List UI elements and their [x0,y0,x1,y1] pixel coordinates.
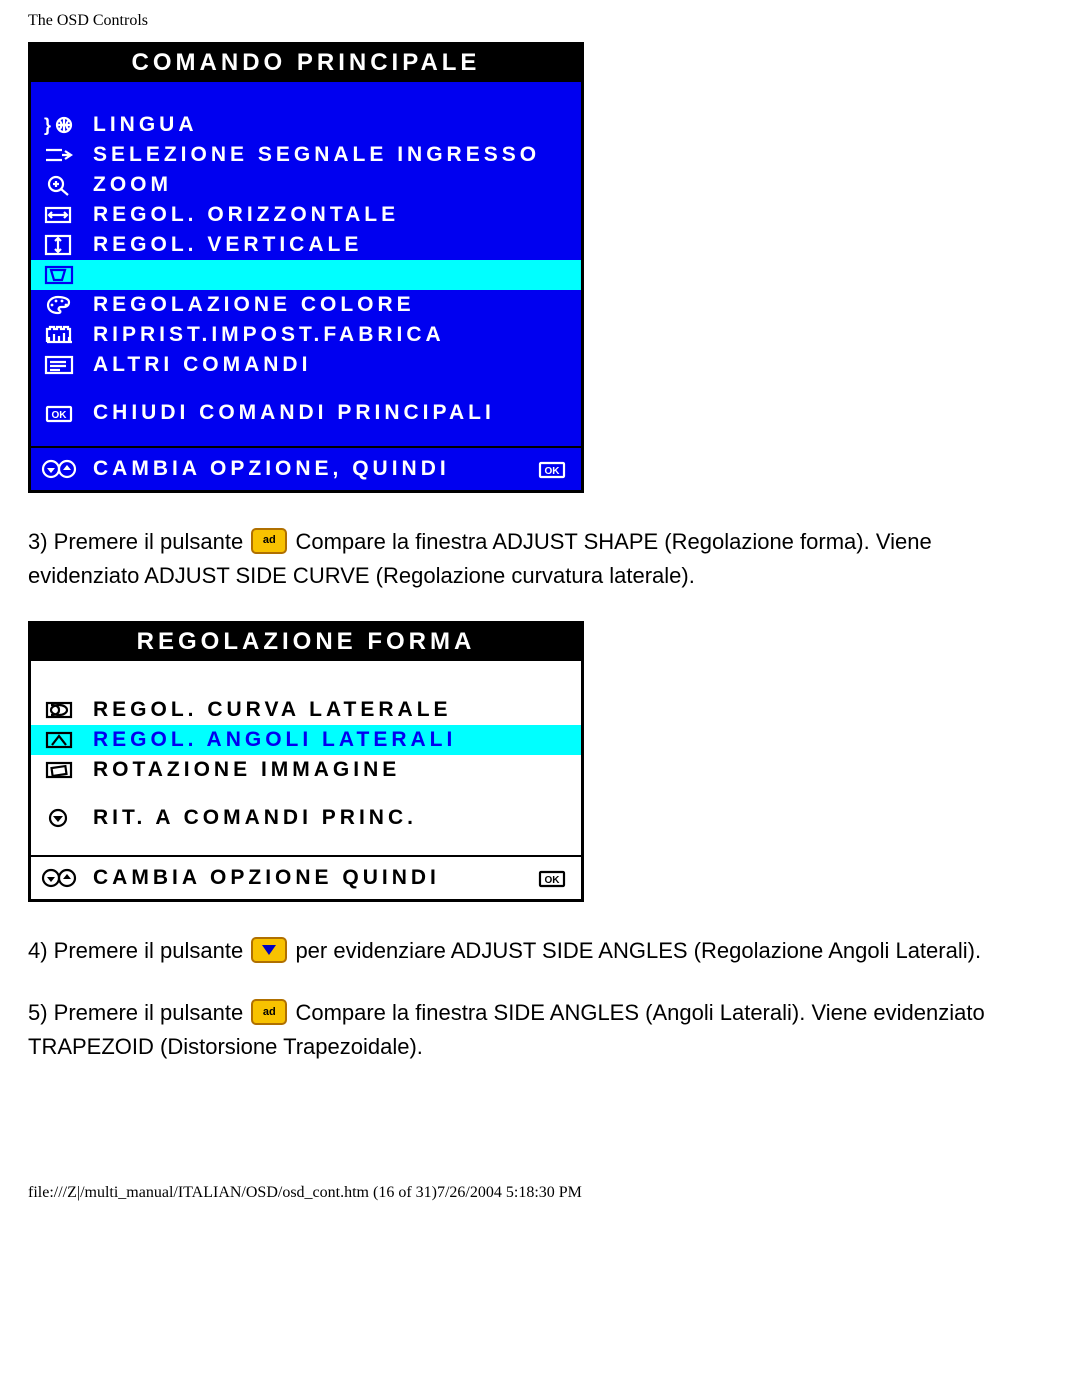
down-circle-icon [41,807,77,829]
menu-item[interactable]: } LINGUA [31,110,581,140]
menu-item-label: RIT. A COMANDI PRINC. [77,806,417,830]
factory-reset-icon [41,324,77,346]
menu-item-label: SELEZIONE SEGNALE INGRESSO [77,143,540,167]
para4-rest: per evidenziare ADJUST SIDE ANGLES (Rego… [289,938,981,963]
footer-label: CAMBIA OPZIONE QUINDI [77,866,523,890]
menu-item-label: RIPRIST.IMPOST.FABRICA [77,323,445,347]
menu-item-label: ZOOM [77,173,172,197]
para4-prefix: 4) Premere il pulsante [28,938,249,963]
page-header-title: The OSD Controls [28,12,148,29]
menu-item[interactable]: RIT. A COMANDI PRINC. [31,803,581,833]
extra-controls-icon [41,354,77,376]
menu-item[interactable]: ZOOM [31,170,581,200]
menu-item[interactable]: REGOLAZIONE FORMA [31,260,581,290]
menu-item-label: REGOL. ORIZZONTALE [77,203,399,227]
updown-icon [41,458,77,480]
paragraph-5: 5) Premere il pulsante ad Compare la fin… [28,996,1038,1064]
color-adjust-icon [41,294,77,316]
menu-item[interactable]: REGOL. ANGOLI LATERALI [31,725,581,755]
page-footer: file:///Z|/multi_manual/ITALIAN/OSD/osd_… [0,1184,1080,1218]
rotate-image-icon [41,759,77,781]
menu-item-label: CHIUDI COMANDI PRINCIPALI [77,401,495,425]
svg-text:}: } [44,115,51,135]
down-button[interactable] [251,937,287,963]
menu-item-label: ALTRI COMANDI [77,353,311,377]
ok-icon: OK [523,867,581,889]
side-angles-icon [41,729,77,751]
svg-text:OK: OK [52,410,68,421]
page-header: The OSD Controls [0,0,1080,38]
menu-item-label: REGOL. VERTICALE [77,233,362,257]
menu-item[interactable]: SELEZIONE SEGNALE INGRESSO [31,140,581,170]
osd-shape-menu: REGOLAZIONE FORMA REGOL. CURVA LATERALE R… [28,621,584,902]
ok-button[interactable]: ad [251,528,287,554]
menu-item[interactable]: REGOL. VERTICALE [31,230,581,260]
ok-icon: OK [523,458,581,480]
menu-item[interactable]: REGOL. CURVA LATERALE [31,695,581,725]
paragraph-4: 4) Premere il pulsante per evidenziare A… [28,934,1038,968]
menu-item[interactable]: RIPRIST.IMPOST.FABRICA [31,320,581,350]
menu-item-label: REGOLAZIONE FORMA [77,263,398,287]
zoom-icon [41,174,77,196]
horiz-adjust-icon [41,204,77,226]
menu-item[interactable]: OK CHIUDI COMANDI PRINCIPALI [31,398,581,428]
menu-item-label: LINGUA [77,113,198,137]
input-select-icon [41,144,77,166]
page-footer-text: file:///Z|/multi_manual/ITALIAN/OSD/osd_… [28,1184,582,1201]
menu-item[interactable]: ROTAZIONE IMMAGINE [31,755,581,785]
osd-main-title: COMANDO PRINCIPALE [31,45,581,82]
ok-icon: OK [41,402,77,424]
para3-prefix: 3) Premere il pulsante [28,529,249,554]
svg-text:OK: OK [545,466,561,477]
language-icon: } [41,114,77,136]
footer-label: CAMBIA OPZIONE, QUINDI [77,457,523,481]
para5-prefix: 5) Premere il pulsante [28,1000,249,1025]
menu-item-label: REGOL. ANGOLI LATERALI [77,728,456,752]
menu-item[interactable]: REGOL. ORIZZONTALE [31,200,581,230]
vert-adjust-icon [41,234,77,256]
paragraph-3: 3) Premere il pulsante ad Compare la fin… [28,525,1038,593]
menu-item-label: ROTAZIONE IMMAGINE [77,758,400,782]
menu-item-label: REGOL. CURVA LATERALE [77,698,452,722]
osd-main-menu: COMANDO PRINCIPALE } LINGUA SELEZIONE SEGN… [28,42,584,493]
menu-item[interactable]: ALTRI COMANDI [31,350,581,380]
ok-button[interactable]: ad [251,999,287,1025]
side-curve-icon [41,699,77,721]
osd-shape-title: REGOLAZIONE FORMA [31,624,581,661]
menu-item[interactable]: REGOLAZIONE COLORE [31,290,581,320]
menu-item-label: REGOLAZIONE COLORE [77,293,415,317]
svg-text:OK: OK [545,875,561,886]
shape-adjust-icon [41,264,77,286]
updown-icon [41,867,77,889]
